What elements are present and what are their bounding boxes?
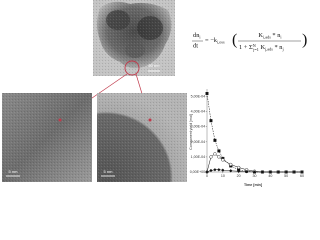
eq-sup: N <box>253 43 256 48</box>
y-tick-label: 2,00E-04 <box>191 140 206 144</box>
eq-sub: i <box>280 34 282 39</box>
eq-part: dn <box>193 32 200 39</box>
marker <box>217 155 221 159</box>
marker <box>292 170 296 174</box>
y-tick-label: 5,00E-04 <box>191 94 206 98</box>
tem-top: 50 nm <box>93 0 175 76</box>
x-tick-label: 0 <box>206 174 208 178</box>
marker <box>209 168 213 173</box>
marker <box>237 165 241 170</box>
marker <box>229 162 233 167</box>
y-tick-label: 4,00E-04 <box>191 110 206 114</box>
marker <box>244 170 249 174</box>
marker <box>236 169 241 173</box>
eq-part: K <box>259 44 266 51</box>
eq-lhs-num: dni <box>193 32 201 39</box>
marker <box>260 170 265 174</box>
x-axis-label: Time [min] <box>244 183 262 187</box>
marker <box>217 149 221 153</box>
eq-part: * n <box>271 32 281 39</box>
eq-denominator: 1 + ΣN j=1 Kj,ads * nj <box>239 43 284 53</box>
marker <box>300 170 304 174</box>
marker <box>229 169 233 173</box>
marker <box>213 168 217 172</box>
marker <box>213 152 217 156</box>
scale-label: 5 nm <box>104 169 114 174</box>
eq-sub: i,oss <box>217 39 225 45</box>
y-tick-label: 3,00E-04 <box>191 125 206 129</box>
marker <box>252 170 257 174</box>
tem-right: 5 nm <box>97 93 187 182</box>
x-tick-label: 60 <box>300 174 304 178</box>
chart: Component yield [mol] Time [min] 0,00E+0… <box>189 89 304 187</box>
marker <box>209 155 213 159</box>
y-tick-label: 0,00E+00 <box>190 170 206 174</box>
eq-sub: i <box>199 34 201 39</box>
marker <box>205 92 209 96</box>
tem-left: 5 nm <box>2 93 92 182</box>
marker <box>213 138 217 142</box>
marker <box>284 170 288 174</box>
marker <box>217 168 221 172</box>
eq-rate: = −ki,oss <box>205 37 225 45</box>
eq-numerator: Ki,ads * ni <box>258 32 282 40</box>
scale-label: 5 nm <box>9 169 19 174</box>
marker <box>205 170 209 174</box>
y-tick-label: 1,00E-04 <box>191 155 206 159</box>
eq-part: * n <box>273 44 283 51</box>
eq-sub: i,ads <box>263 34 271 40</box>
x-tick-label: 40 <box>268 174 272 178</box>
figure: 50 nm 5 nm 5 nm dni dt = −ki,oss ( ) Ki,… <box>2 0 307 187</box>
marker <box>221 168 225 172</box>
series-line <box>206 153 302 173</box>
x-tick-label: 10 <box>221 174 225 178</box>
scale-label: 50 nm <box>148 63 160 68</box>
x-tick-label: 30 <box>253 174 257 178</box>
eq-sub: j <box>281 46 283 51</box>
eq-paren: ) <box>302 32 307 49</box>
marker <box>268 170 273 174</box>
eq-lhs-den: dt <box>193 42 198 49</box>
eq-part: = −k <box>205 37 218 44</box>
marker <box>221 158 225 162</box>
eq-sub: j=1 <box>252 47 259 52</box>
equation: dni dt = −ki,oss ( ) Ki,ads * ni 1 + ΣN j… <box>192 32 307 53</box>
eq-part: 1 + Σ <box>239 44 253 51</box>
series-line <box>206 93 302 173</box>
marker <box>276 170 280 174</box>
y-axis-label: Component yield [mol] <box>189 114 193 150</box>
eq-part: K <box>258 32 263 39</box>
eq-paren: ( <box>232 32 237 49</box>
marker <box>209 119 213 123</box>
eq-sub: j,ads <box>264 46 273 52</box>
x-tick-label: 50 <box>284 174 288 178</box>
x-tick-label: 20 <box>237 174 241 178</box>
